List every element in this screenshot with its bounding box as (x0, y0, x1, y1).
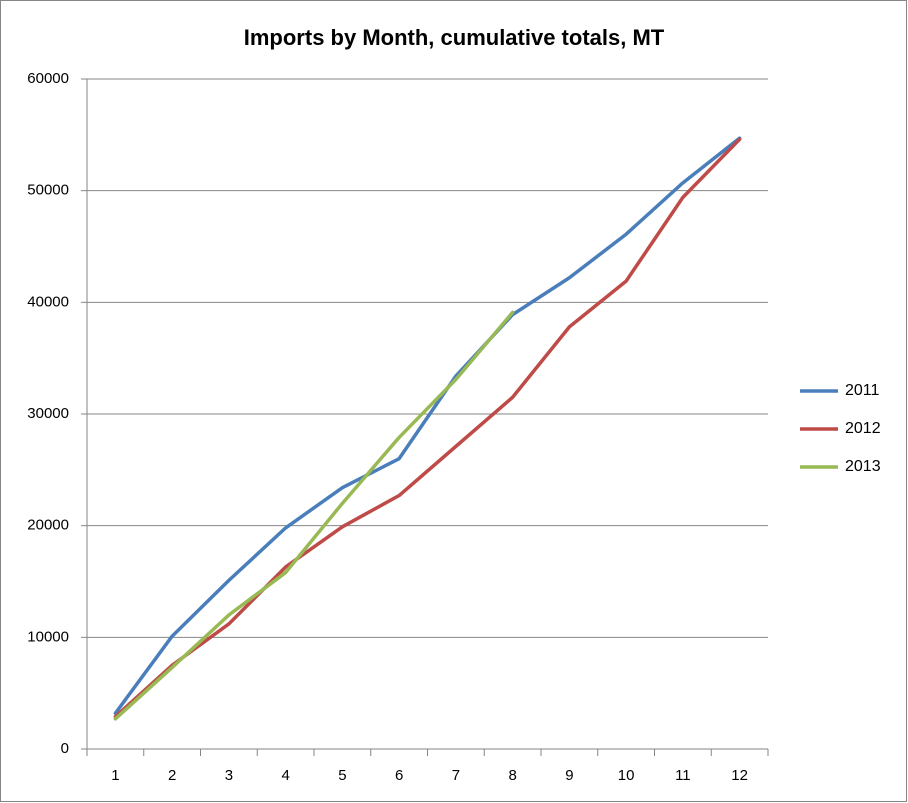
y-tick-label: 50000 (27, 182, 69, 199)
line-series (113, 137, 742, 719)
x-tick-label: 3 (225, 767, 233, 784)
x-tick-label: 12 (731, 767, 748, 784)
legend-label: 2013 (845, 458, 881, 475)
line-series (113, 136, 742, 716)
x-tick-label: 2 (168, 767, 176, 784)
x-tick-label: 10 (618, 767, 635, 784)
x-tick-label: 1 (111, 767, 119, 784)
x-tick-label: 9 (565, 767, 573, 784)
legend-label: 2012 (845, 420, 881, 437)
line-series (113, 310, 515, 721)
x-tick-label: 11 (675, 767, 691, 784)
y-tick-label: 20000 (27, 517, 69, 534)
y-tick-label: 10000 (27, 628, 69, 645)
y-tick-label: 0 (61, 740, 69, 757)
x-tick-label: 8 (508, 767, 516, 784)
legend-label: 2011 (845, 382, 880, 399)
y-tick-label: 40000 (27, 293, 69, 310)
x-tick-label: 4 (281, 767, 289, 784)
chart-title: Imports by Month, cumulative totals, MT (244, 25, 665, 50)
x-tick-label: 5 (338, 767, 346, 784)
x-tick-label: 6 (395, 767, 403, 784)
y-tick-label: 60000 (27, 70, 69, 87)
x-tick-label: 7 (452, 767, 460, 784)
y-tick-label: 30000 (27, 405, 69, 422)
